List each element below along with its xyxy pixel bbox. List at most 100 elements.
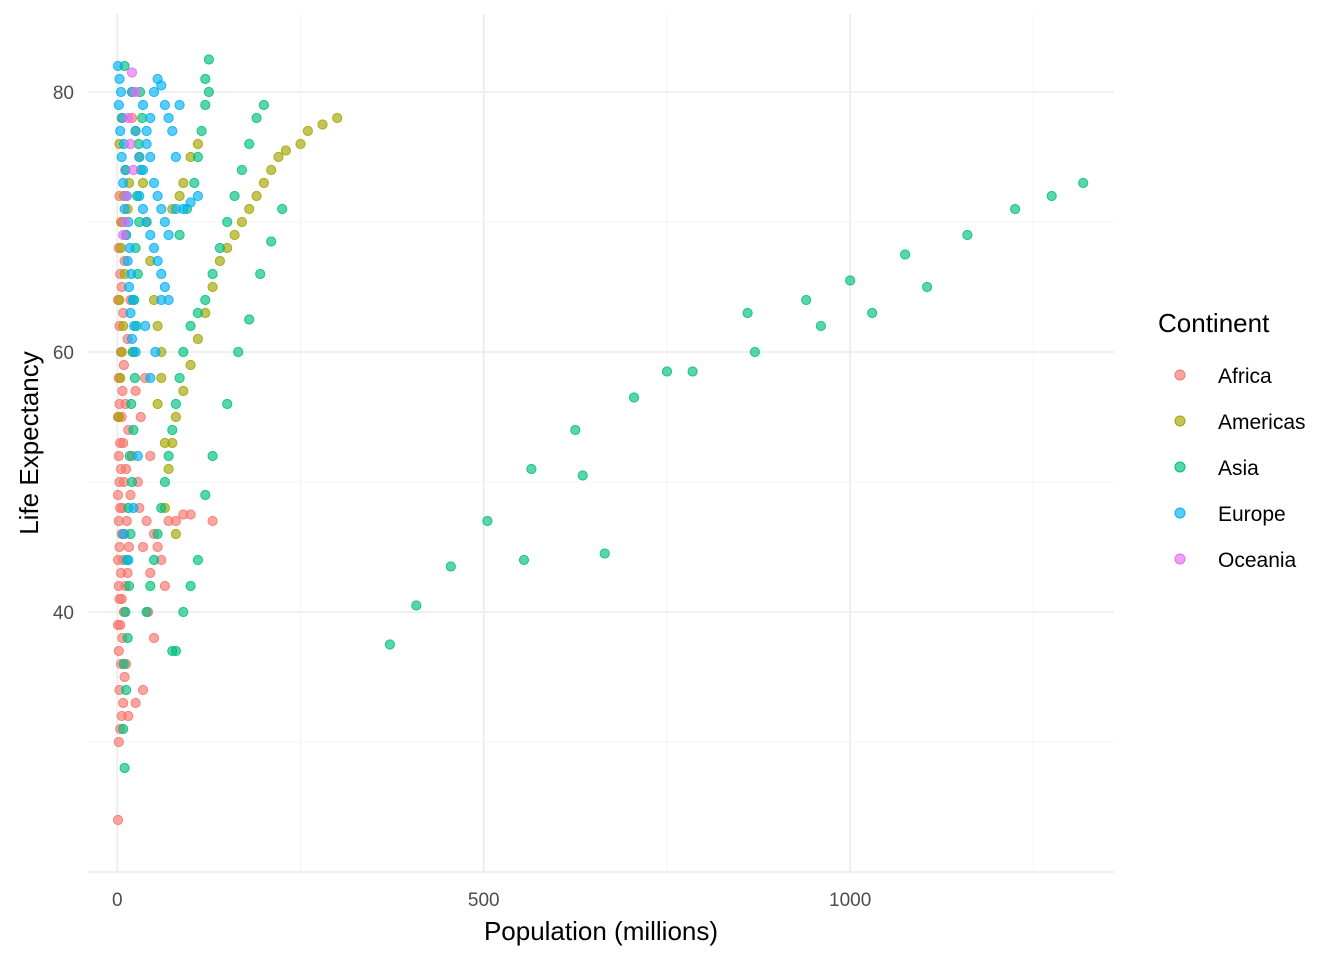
legend-key-americas [1174, 415, 1186, 427]
point-africa [125, 489, 136, 501]
point-asia [118, 723, 129, 735]
point-asia [742, 307, 753, 319]
point-asia [170, 398, 181, 410]
point-asia [200, 73, 211, 85]
y-axis-title: Life Expectancy [14, 351, 44, 535]
point-europe [119, 203, 130, 215]
point-europe [150, 346, 161, 358]
point-africa [119, 671, 130, 683]
point-asia [178, 606, 189, 618]
point-europe [145, 112, 156, 124]
point-americas [280, 145, 291, 156]
point-europe [145, 229, 156, 241]
point-africa [115, 567, 127, 579]
point-oceania [118, 229, 129, 241]
point-europe [134, 151, 145, 163]
point-europe [113, 99, 124, 111]
point-europe [126, 268, 137, 280]
point-americas [207, 281, 218, 293]
point-europe [134, 190, 145, 202]
point-europe [129, 320, 140, 332]
point-americas [295, 138, 306, 150]
legend-key-africa [1174, 369, 1186, 381]
point-africa [145, 567, 156, 579]
point-americas [185, 359, 196, 371]
legend-key-asia [1174, 461, 1186, 473]
point-africa [113, 450, 124, 462]
point-europe [114, 73, 125, 85]
point-asia [141, 606, 152, 618]
point-asia [1046, 190, 1057, 202]
point-asia [900, 249, 911, 260]
point-europe [115, 86, 127, 98]
point-europe [118, 528, 129, 540]
point-asia [922, 281, 933, 293]
point-americas [266, 164, 277, 176]
point-asia [384, 639, 395, 650]
point-americas [167, 437, 178, 449]
y-tick-label: 60 [53, 343, 74, 364]
point-europe [126, 333, 138, 345]
point-americas [192, 138, 203, 150]
point-americas [317, 119, 328, 130]
point-asia [661, 366, 673, 377]
point-europe [116, 151, 127, 163]
point-americas [156, 372, 167, 384]
point-asia [867, 307, 878, 319]
point-asia [145, 580, 156, 592]
point-asia [628, 392, 640, 403]
point-europe [163, 229, 174, 241]
point-africa [115, 463, 127, 475]
point-asia [1078, 177, 1089, 189]
point-europe [118, 177, 129, 189]
point-asia [118, 658, 130, 670]
point-asia [236, 164, 247, 176]
point-asia [200, 294, 211, 306]
x-tick-label: 0 [112, 890, 123, 911]
point-africa [113, 736, 124, 748]
point-africa [170, 515, 181, 527]
point-americas [214, 255, 225, 267]
point-europe [192, 190, 203, 202]
point-europe [145, 372, 156, 384]
legend-item-americas: Americas [1174, 411, 1306, 434]
point-asia [207, 450, 218, 462]
point-asia [167, 424, 178, 436]
x-tick-label: 500 [468, 890, 500, 911]
point-oceania [119, 216, 130, 228]
point-europe [127, 294, 138, 306]
point-africa [130, 385, 141, 397]
point-asia [687, 366, 698, 377]
point-europe [124, 242, 135, 254]
point-africa [115, 619, 126, 631]
legend-item-oceania: Oceania [1174, 549, 1297, 572]
point-asia [577, 470, 588, 481]
point-asia [258, 99, 269, 111]
point-europe [123, 554, 134, 566]
point-asia [526, 463, 537, 475]
point-europe [159, 99, 170, 111]
point-americas [137, 177, 149, 189]
point-asia [229, 190, 240, 202]
point-europe [159, 216, 170, 228]
point-oceania [123, 112, 134, 124]
point-africa [123, 710, 134, 722]
point-asia [244, 138, 255, 150]
point-europe [145, 151, 156, 163]
point-africa [112, 554, 124, 566]
legend-key-oceania [1174, 553, 1186, 565]
point-africa [148, 632, 160, 644]
point-americas [251, 190, 262, 202]
legend-title: Continent [1158, 308, 1270, 338]
point-asia [128, 424, 139, 436]
point-americas [258, 177, 269, 189]
point-asia [233, 346, 244, 358]
point-africa [123, 541, 135, 553]
point-europe [156, 80, 167, 91]
point-asia [222, 216, 233, 228]
point-europe [156, 294, 167, 306]
point-europe [123, 281, 135, 293]
point-oceania [121, 190, 132, 202]
point-europe [185, 197, 196, 208]
point-americas [115, 372, 126, 384]
